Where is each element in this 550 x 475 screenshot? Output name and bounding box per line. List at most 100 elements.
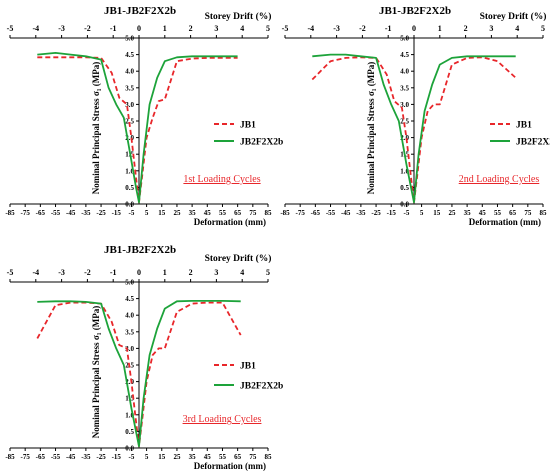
top-tick-label: -5: [7, 24, 14, 33]
bottom-tick-label: 35: [189, 453, 197, 461]
y-tick-label: 3.5: [400, 84, 409, 92]
bottom-tick-label: 45: [479, 209, 487, 217]
bottom-tick-label: 15: [158, 453, 166, 461]
y-tick-label: 3.0: [125, 101, 134, 109]
bottom-tick-label: 35: [189, 209, 197, 217]
y-tick-label: 1.0: [125, 167, 134, 175]
legend-label-jb1: JB1: [516, 121, 532, 131]
top-tick-label: -2: [359, 24, 366, 33]
bottom-tick-label: -5: [128, 453, 134, 461]
top-tick-label: -4: [32, 24, 39, 33]
y-tick-label: 4.0: [400, 68, 409, 76]
bottom-tick-label: -35: [356, 209, 366, 217]
y-tick-label: 2.0: [125, 134, 134, 142]
bottom-tick-label: -25: [371, 209, 381, 217]
legend-label-jb1: JB1: [240, 362, 256, 372]
bottom-tick-label: 55: [219, 453, 227, 461]
top-axis-label: Storey Drift (%): [480, 11, 547, 22]
top-tick-label: -5: [7, 268, 14, 277]
y-tick-label: 5.0: [400, 35, 409, 43]
top-tick-label: 0: [137, 24, 141, 33]
top-tick-label: 1: [163, 24, 167, 33]
top-tick-label: 2: [464, 24, 468, 33]
top-tick-label: 4: [515, 24, 519, 33]
bottom-tick-label: -45: [341, 209, 351, 217]
legend-label-jb1: JB1: [240, 121, 256, 131]
bottom-tick-label: -25: [96, 453, 106, 461]
bottom-tick-label: 55: [494, 209, 502, 217]
top-tick-label: -1: [110, 268, 117, 277]
y-tick-label: 0.0: [125, 201, 134, 209]
bottom-tick-label: -75: [296, 209, 306, 217]
top-tick-label: -1: [110, 24, 117, 33]
top-tick-label: 5: [266, 24, 270, 33]
y-tick-label: 2.5: [125, 118, 134, 126]
top-tick-label: 3: [489, 24, 493, 33]
bottom-tick-label: 75: [249, 453, 257, 461]
bottom-tick-label: 65: [234, 209, 242, 217]
top-tick-label: -2: [84, 268, 91, 277]
y-tick-label: 3.0: [400, 101, 409, 109]
chart-title: JB1-JB2F2X2b: [104, 5, 176, 17]
x-axis-label: Deformation (mm): [194, 461, 266, 471]
bottom-tick-label: -55: [326, 209, 336, 217]
bottom-tick-label: -45: [66, 209, 76, 217]
bottom-tick-label: -75: [21, 453, 31, 461]
top-tick-label: 4: [240, 24, 244, 33]
top-axis-label: Storey Drift (%): [205, 253, 272, 264]
bottom-tick-label: -65: [311, 209, 321, 217]
bottom-tick-label: -35: [81, 453, 91, 461]
bottom-tick-label: 75: [249, 209, 257, 217]
loading-cycle-annotation: 2nd Loading Cycles: [459, 174, 540, 185]
y-tick-label: 4.5: [400, 51, 409, 59]
bottom-tick-label: -65: [36, 453, 46, 461]
y-tick-label: 1.0: [125, 411, 134, 419]
top-tick-label: -3: [333, 24, 340, 33]
series-line-jb2f2x2b: [37, 299, 241, 448]
y-axis-label: Nominal Principal Stress σ₁ (MPa): [91, 306, 101, 438]
bottom-tick-label: -15: [112, 453, 122, 461]
y-tick-label: 2.5: [400, 118, 409, 126]
loading-cycle-annotation: 1st Loading Cycles: [183, 174, 260, 185]
y-tick-label: 4.0: [125, 312, 134, 320]
top-tick-label: 5: [266, 268, 270, 277]
bottom-tick-label: -5: [403, 209, 409, 217]
y-tick-label: 1.0: [400, 167, 409, 175]
top-tick-label: 0: [137, 268, 141, 277]
top-tick-label: -5: [282, 24, 289, 33]
bottom-tick-label: 45: [204, 209, 212, 217]
bottom-tick-label: 65: [509, 209, 517, 217]
bottom-tick-label: -55: [51, 209, 61, 217]
bottom-tick-label: -85: [280, 209, 290, 217]
bottom-tick-label: 85: [265, 453, 273, 461]
top-tick-label: -2: [84, 24, 91, 33]
bottom-tick-label: 85: [540, 209, 548, 217]
top-tick-label: 3: [214, 24, 218, 33]
y-axis-label: Nominal Principal Stress σ₁ (MPa): [91, 62, 101, 194]
top-tick-label: -3: [58, 24, 65, 33]
y-tick-label: 3.5: [125, 84, 134, 92]
bottom-tick-label: 75: [524, 209, 532, 217]
top-axis-label: Storey Drift (%): [205, 11, 272, 22]
y-tick-label: 3.0: [125, 345, 134, 353]
y-tick-label: 2.0: [125, 378, 134, 386]
legend-label-jb2f2x2b: JB2F2X2b: [240, 382, 283, 392]
top-tick-label: -3: [58, 268, 65, 277]
bottom-tick-label: -45: [66, 453, 76, 461]
bottom-tick-label: 15: [433, 209, 441, 217]
y-tick-label: 0.0: [125, 445, 134, 453]
bottom-tick-label: 85: [265, 209, 273, 217]
series-line-jb2f2x2b: [37, 52, 238, 204]
top-tick-label: -4: [32, 268, 39, 277]
bottom-tick-label: -35: [81, 209, 91, 217]
legend-label-jb2f2x2b: JB2F2X2b: [240, 138, 283, 148]
bottom-tick-label: 35: [464, 209, 472, 217]
y-tick-label: 2.0: [400, 134, 409, 142]
top-tick-label: 3: [214, 268, 218, 277]
bottom-tick-label: 55: [219, 209, 227, 217]
bottom-tick-label: -5: [128, 209, 134, 217]
bottom-tick-label: -75: [21, 209, 31, 217]
